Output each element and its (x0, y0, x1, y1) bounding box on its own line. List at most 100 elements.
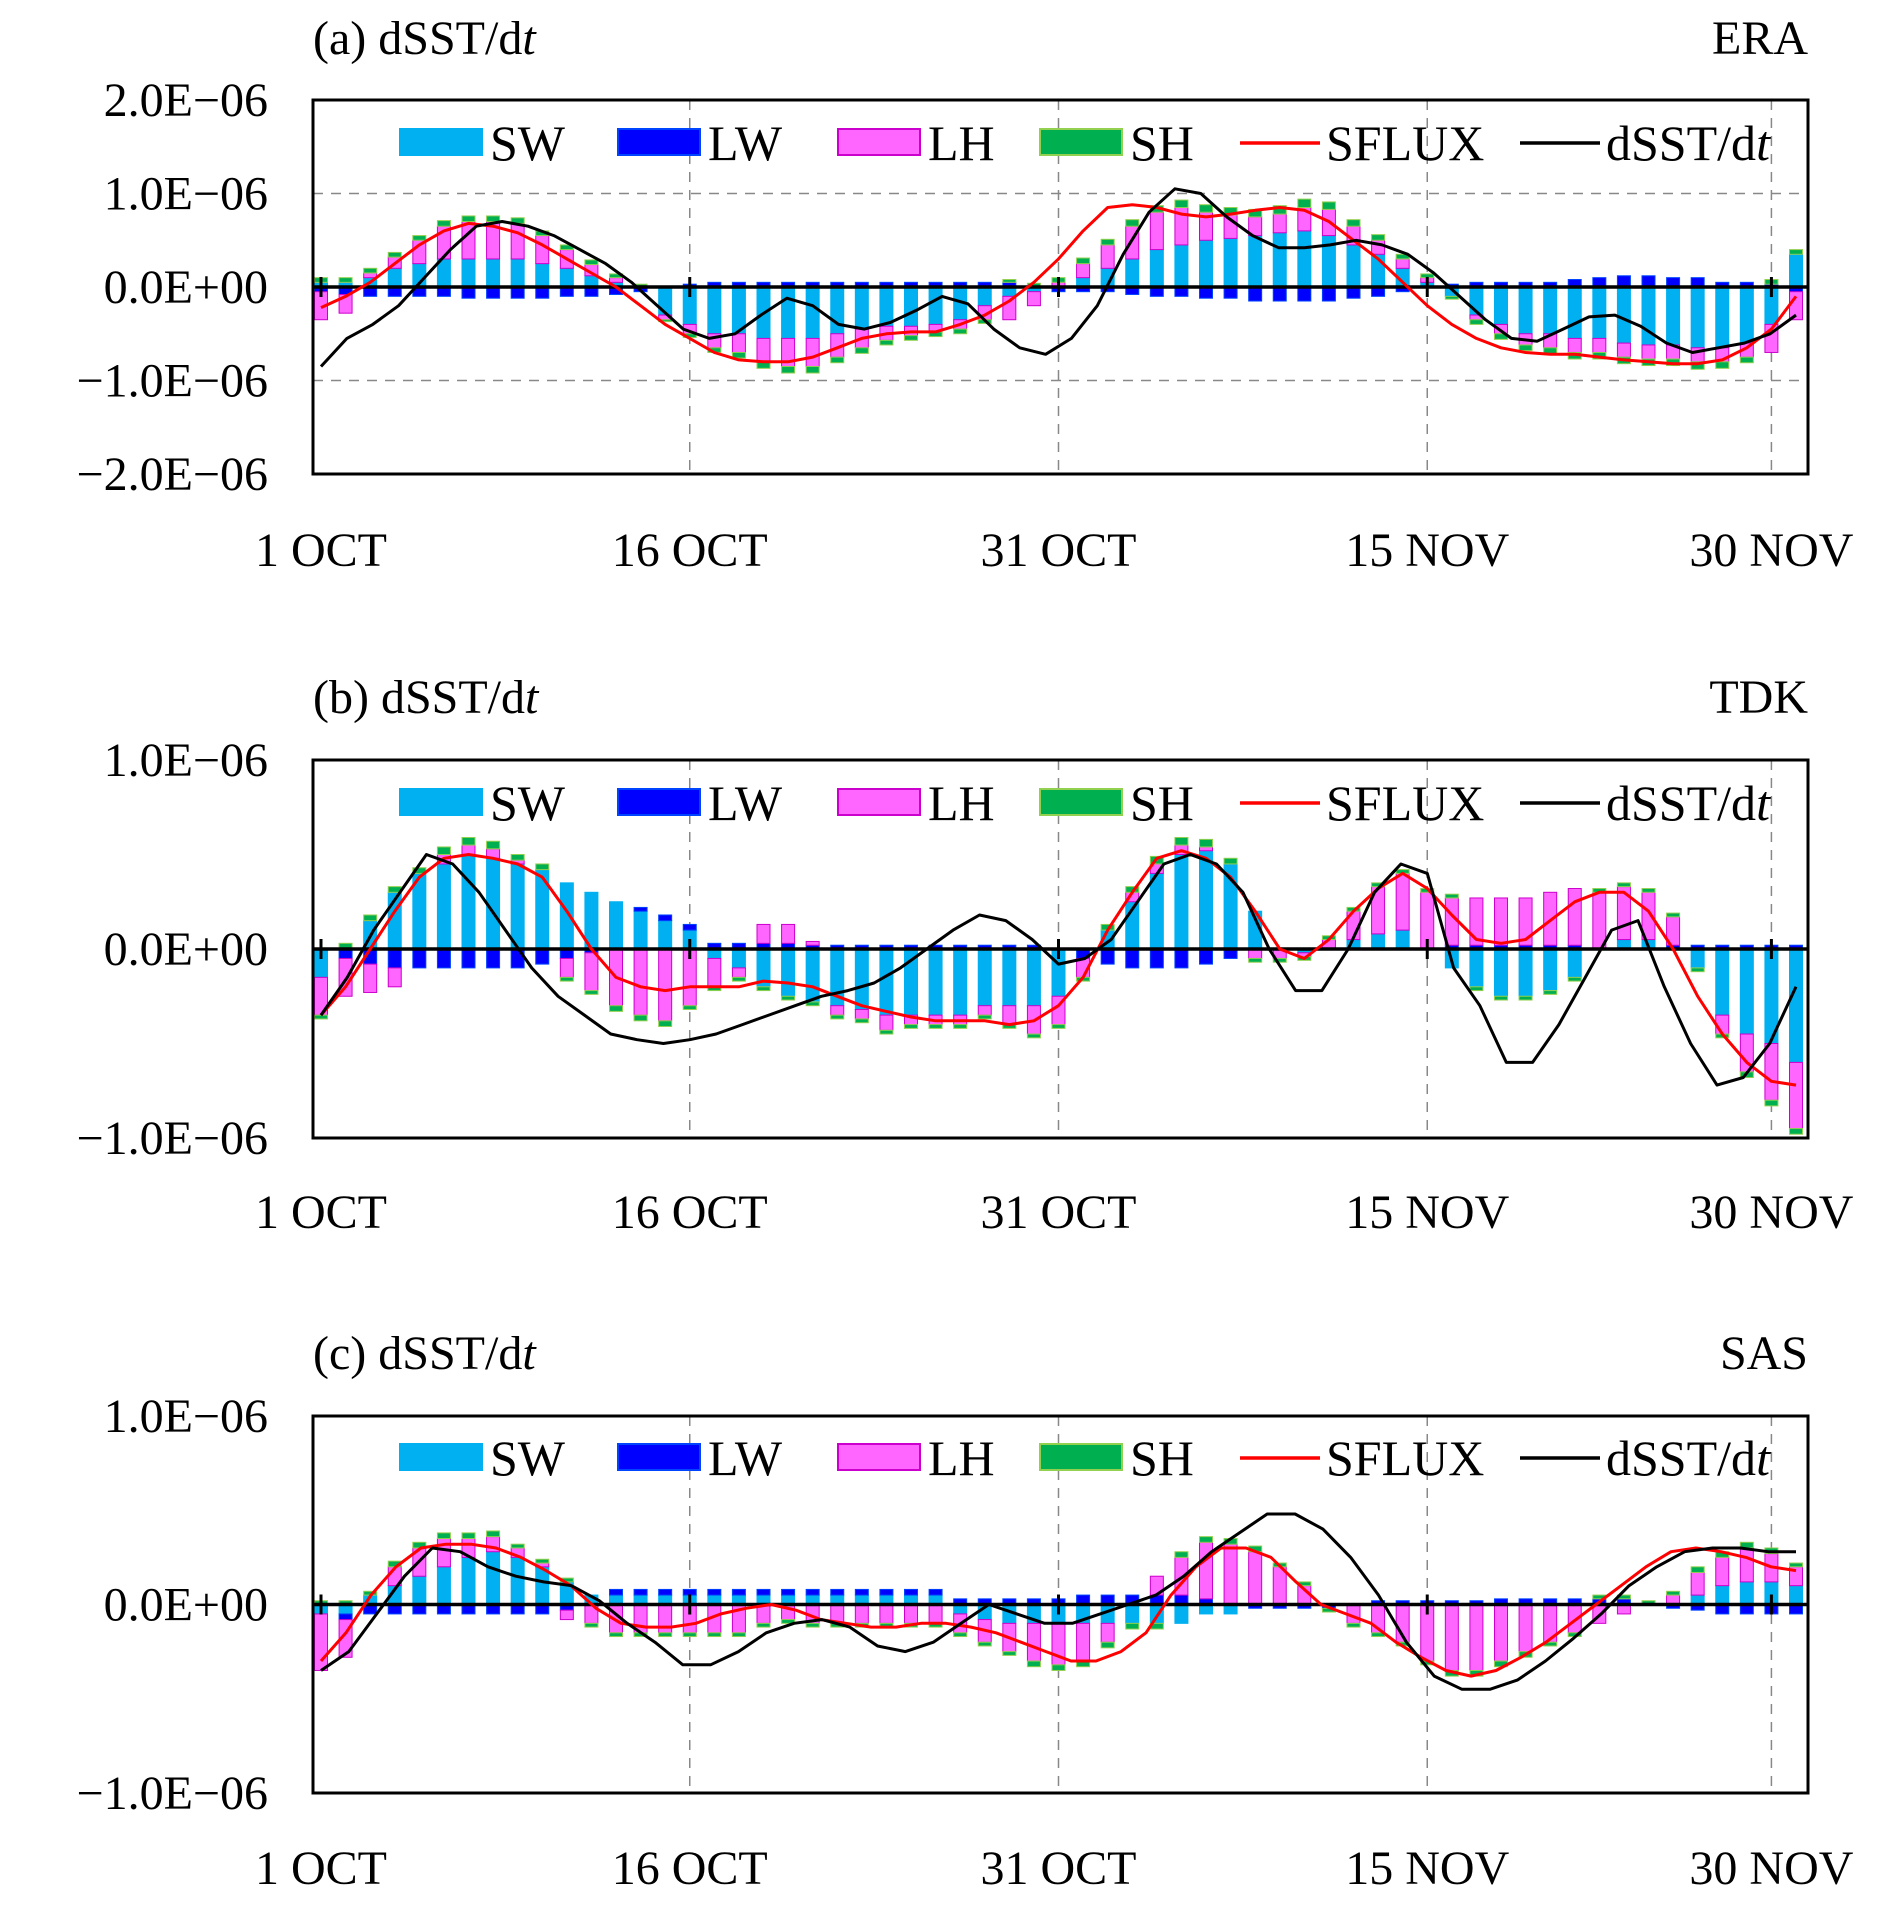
legend-swatch-sw (399, 128, 483, 156)
bar-lw (1100, 948, 1115, 965)
bar-lh (1100, 244, 1115, 269)
bar-sw (1371, 933, 1386, 950)
bar-sw (1199, 850, 1213, 950)
bar-sh (904, 1024, 918, 1029)
bar-sh (1444, 893, 1459, 899)
bar-sh (731, 1632, 746, 1638)
bar-lh (756, 337, 771, 363)
bar-sw (1125, 258, 1140, 288)
x-tick-label: 31 OCT (981, 1186, 1137, 1239)
panel-era: 2.0E−06 1.0E−06 0.0E+00 −1.0E−06 −2.0E−06 1 O… (77, 12, 1854, 577)
bar-lh (1272, 213, 1287, 234)
x-tick-label: 30 NOV (1689, 524, 1853, 577)
legend-label-dsstdt: dSST/dt (1606, 115, 1771, 171)
bar-sh (879, 339, 894, 346)
bar-lh (1076, 263, 1091, 279)
panel-title: (b) dSST/dt (313, 671, 540, 724)
bar-sw (731, 948, 746, 969)
bar-lh (658, 948, 673, 1022)
bar-sh (1543, 990, 1558, 995)
y-tick-label: 0.0E+00 (104, 261, 268, 314)
bar-lh (805, 940, 820, 946)
bar-lh (928, 1604, 943, 1624)
bar-lh (314, 1613, 328, 1671)
bar-sh (928, 1024, 943, 1029)
y-tick-label: 1.0E−06 (104, 1390, 268, 1443)
bar-sh (510, 854, 525, 861)
bar-lh (904, 1604, 918, 1624)
bar-sw (977, 948, 992, 1007)
bar-lh (1518, 897, 1533, 946)
line-dsstdt (320, 1512, 1796, 1691)
bar-sw (977, 286, 992, 307)
x-tick-label: 15 NOV (1345, 524, 1509, 577)
bar-sh (436, 220, 451, 227)
x-tick-label: 31 OCT (981, 1842, 1137, 1895)
bar-lh (1616, 342, 1631, 358)
bar-sh (461, 836, 476, 846)
bar-lw (682, 923, 697, 931)
bar-sw (1223, 237, 1238, 288)
bar-sh (1346, 219, 1361, 227)
bar-lw (1125, 948, 1140, 969)
bar-sh (510, 1543, 525, 1549)
legend-swatch-lw (617, 788, 701, 816)
bar-sw (633, 910, 648, 950)
bar-sw (879, 286, 894, 327)
bar-sw (1690, 948, 1705, 969)
bar-sh (658, 1020, 673, 1027)
bar-lw (658, 1588, 673, 1596)
bar-sh (1199, 838, 1213, 848)
bar-lh (1469, 897, 1484, 946)
bar-lh (1592, 337, 1607, 353)
bar-sh (1223, 857, 1238, 865)
bar-sw (1690, 286, 1705, 349)
x-tick-label: 16 OCT (612, 524, 768, 577)
bar-sw (510, 1556, 525, 1605)
bar-sw (535, 263, 550, 288)
bar-sw (1026, 948, 1041, 1007)
x-tick-label: 16 OCT (612, 1186, 768, 1239)
bar-lh (1395, 258, 1410, 269)
bar-sh (830, 356, 845, 364)
bar-sh (535, 863, 550, 871)
bar-sw (781, 286, 796, 339)
bar-sh (461, 215, 476, 223)
bar-lw (707, 1588, 722, 1596)
bar-lh (633, 948, 648, 1016)
bar-sh (854, 347, 869, 354)
bar-sw (412, 1575, 427, 1605)
bar-sw (1174, 1604, 1189, 1624)
bar-lh (756, 923, 771, 944)
legend: SW LW LH SH SFLUX dSST/dt (399, 1430, 1771, 1486)
bar-sh (1199, 204, 1213, 213)
legend: SW LW LH SH SFLUX dSST/dt (399, 115, 1771, 171)
dataset-label: ERA (1712, 12, 1808, 65)
bar-sw (1739, 286, 1754, 344)
bar-lw (1321, 286, 1336, 302)
bar-lw (805, 1588, 820, 1596)
bar-lh (1494, 1604, 1508, 1662)
bar-sw (1739, 1581, 1754, 1606)
bar-sh (731, 976, 746, 982)
bar-lw (535, 948, 550, 965)
bar-sh (1100, 1641, 1115, 1649)
bar-sh (756, 986, 771, 992)
bar-sh (682, 1632, 697, 1638)
x-tick-label: 30 NOV (1689, 1842, 1853, 1895)
bar-sw (1174, 244, 1189, 288)
bar-sw (1641, 286, 1656, 346)
bar-sw (904, 286, 918, 327)
bar-lh (1518, 1604, 1533, 1653)
legend-label-sh: SH (1130, 115, 1194, 171)
bar-sh (363, 267, 378, 274)
bar-sw (461, 854, 476, 950)
bar-sh (1174, 1551, 1189, 1558)
bar-sh (1494, 995, 1508, 1001)
y-tick-label: 2.0E−06 (104, 74, 268, 127)
bar-sh (1321, 201, 1336, 210)
bar-lh (1715, 1556, 1730, 1587)
bar-sw (1567, 286, 1582, 339)
bar-sh (805, 1001, 820, 1007)
bar-sw (1199, 239, 1213, 288)
